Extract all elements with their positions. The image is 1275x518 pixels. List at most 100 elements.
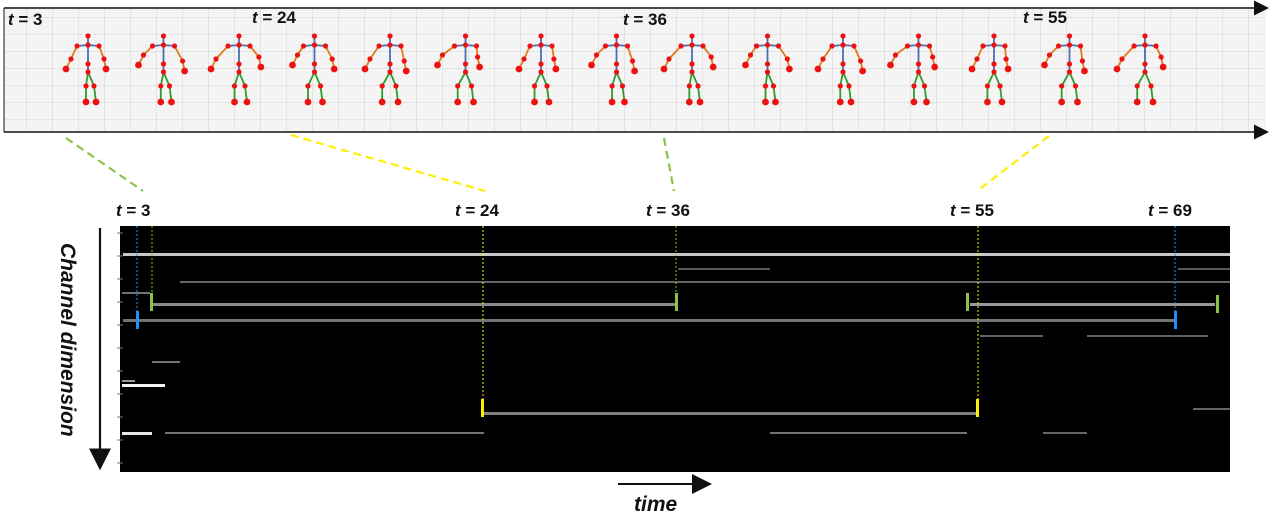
heatmap-activation-bar [122, 380, 135, 382]
skeleton-joint [439, 52, 446, 58]
skeleton-joint [257, 63, 265, 71]
heatmap-label-t3: t = 3 [116, 201, 151, 220]
skeleton-joint [236, 33, 242, 39]
skeleton-joint [551, 56, 557, 62]
skeleton-joint [613, 42, 620, 48]
skeleton-joint [545, 98, 553, 106]
skeleton-joint [473, 43, 480, 49]
skeleton-joint [820, 56, 826, 62]
skeleton-joint [289, 61, 296, 69]
skeleton-bone [777, 45, 789, 60]
skeleton-joint [762, 83, 769, 89]
marker-green-t36 [675, 293, 678, 311]
skeleton-joint [593, 52, 600, 58]
heatmap-label-t24: t = 24 [455, 201, 500, 220]
skeleton-joint [83, 83, 89, 89]
skeleton-bone [1136, 71, 1146, 87]
skeleton-joint [764, 42, 771, 48]
skeleton-joint [984, 83, 991, 89]
channel-heatmap [117, 226, 1230, 472]
skeleton-joint [160, 33, 167, 39]
skeleton-joint [82, 98, 90, 106]
skeleton-joint [379, 83, 385, 89]
skeleton-joint [149, 43, 156, 49]
skeleton-joint [968, 65, 976, 73]
skeleton-joint [160, 69, 167, 75]
skeleton-joint [904, 43, 911, 49]
skeleton-joint [837, 83, 843, 89]
skeleton-joint [538, 69, 544, 75]
skeleton-joint [387, 61, 393, 67]
connector-lines [65, 133, 1050, 193]
skeleton-joint [1055, 43, 1062, 49]
skeleton-joint [930, 54, 936, 60]
skeleton-joint [613, 33, 620, 39]
skeleton-strip: t = 3 t = 24 t = 36 t = 55 [3, 0, 1269, 140]
skeleton-frame [1041, 33, 1088, 106]
heatmap-background [120, 226, 1230, 472]
skeleton-joint [709, 63, 717, 71]
skeleton-frame [135, 33, 189, 106]
skeleton-joint [859, 67, 867, 75]
skeleton-joint [225, 43, 231, 49]
skeleton-joint [1142, 61, 1148, 67]
strip-label-t3: t = 3 [8, 10, 43, 29]
skeleton-joint [613, 61, 620, 67]
skeleton-joint [549, 43, 555, 49]
skeleton-frames [62, 33, 1167, 106]
skeleton-joint [74, 43, 80, 49]
skeleton-joint [1079, 58, 1086, 64]
skeleton-joint [92, 98, 100, 106]
skeleton-joint [256, 54, 262, 60]
skeleton-joint [322, 43, 329, 49]
skeleton-joint [181, 67, 189, 75]
skeleton-joint [304, 98, 312, 106]
skeleton-joint [236, 61, 242, 67]
skeleton-joint [984, 98, 991, 106]
skeleton-joint [980, 43, 986, 49]
skeleton-joint [931, 63, 939, 71]
skeleton-joint [311, 61, 318, 67]
skeleton-joint [160, 42, 167, 48]
skeleton-joint [468, 83, 475, 89]
skeleton-joint [1081, 67, 1088, 75]
skeleton-joint [85, 42, 91, 48]
skeleton-joint [624, 43, 631, 49]
heatmap-activation-bar [152, 361, 180, 363]
skeleton-joint [910, 98, 918, 106]
skeleton-joint [85, 33, 91, 39]
skeleton-frame [887, 33, 939, 106]
skeleton-joint [434, 61, 441, 69]
heatmap-activation-bar [770, 432, 967, 434]
skeleton-joint [915, 61, 922, 67]
connector-t55 [976, 135, 1050, 192]
skeleton-joint [923, 98, 930, 106]
skeleton-joint [243, 98, 251, 106]
strip-label-t36: t = 36 [623, 10, 667, 29]
skeleton-bone [381, 71, 391, 87]
skeleton-joint [1003, 56, 1009, 62]
skeleton-joint [544, 83, 550, 89]
skeleton-joint [305, 83, 311, 89]
skeleton-joint [294, 52, 301, 58]
skeleton-joint [1072, 83, 1079, 89]
connector-t36 [662, 137, 676, 192]
skeleton-joint [846, 83, 852, 89]
skeleton-joint [455, 83, 461, 89]
skeleton-joint [538, 61, 544, 67]
skeleton-joint [678, 43, 684, 49]
skeleton-joint [207, 65, 215, 73]
skeleton-joint [840, 33, 846, 39]
skeleton-joint [1119, 56, 1125, 62]
skeleton-joint [1159, 63, 1167, 71]
skeleton-joint [476, 63, 483, 71]
skeleton-joint [462, 42, 469, 48]
skeleton-joint [401, 58, 407, 64]
skeleton-joint [708, 54, 714, 60]
skeleton-joint [1066, 61, 1073, 67]
skeleton-joint [1046, 52, 1053, 58]
skeleton-joint [474, 54, 481, 60]
heatmap-activation-bar [1043, 432, 1087, 434]
skeleton-joint [102, 65, 110, 73]
